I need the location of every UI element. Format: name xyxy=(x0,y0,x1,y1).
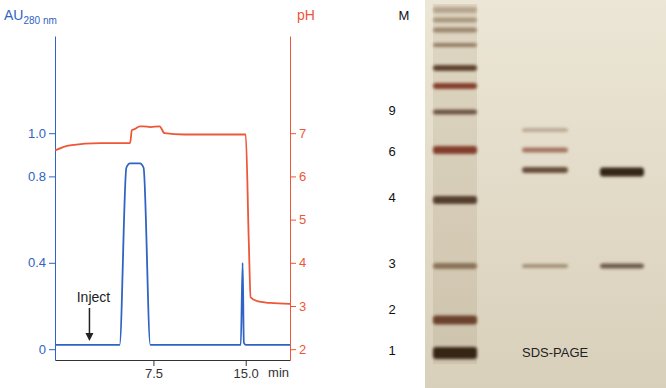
axis-line xyxy=(56,360,291,361)
gel-band xyxy=(433,18,477,23)
y-axis-title: AU280 nm xyxy=(4,7,57,26)
series-line xyxy=(55,126,290,304)
gel-band xyxy=(433,7,477,13)
tick-label: 1.0 xyxy=(28,126,46,141)
tick-mark xyxy=(290,176,296,177)
tick-mark xyxy=(153,360,154,366)
tick: 7 xyxy=(290,126,306,141)
marker-label: M xyxy=(399,8,410,23)
tick-mark xyxy=(290,220,296,221)
tick: 5 xyxy=(290,212,306,227)
annotation: Inject xyxy=(77,289,111,305)
tick: 15.0 xyxy=(234,360,259,381)
tick-mark xyxy=(49,176,55,177)
title-sub: 280 nm xyxy=(23,15,56,26)
tick-label: 0.4 xyxy=(28,255,46,270)
tick-mark xyxy=(290,133,296,134)
marker-size: 4 xyxy=(388,190,395,205)
axis-line xyxy=(290,37,291,361)
tick-mark xyxy=(246,360,247,366)
marker-size: 2 xyxy=(388,302,395,317)
gel xyxy=(425,0,666,388)
y2-axis-title: pH xyxy=(297,7,315,23)
x-axis: 7.5 15.0 xyxy=(56,360,291,381)
gel-band xyxy=(600,264,644,269)
lane-smear xyxy=(433,4,477,364)
title-part: AU xyxy=(4,7,23,23)
gel-band xyxy=(600,168,644,177)
tick-label: 2 xyxy=(299,342,306,357)
series-line xyxy=(55,163,290,344)
tick: 0 xyxy=(39,342,55,357)
tick: 4 xyxy=(290,255,306,270)
tick-label: 3 xyxy=(299,299,306,314)
gel-title: SDS-PAGE xyxy=(522,345,589,360)
gel-band xyxy=(433,83,477,89)
marker-size: 3 xyxy=(388,256,395,271)
tick: 0.8 xyxy=(28,169,55,184)
tick-mark xyxy=(49,263,55,264)
tick-label: 15.0 xyxy=(234,366,259,381)
gel-band xyxy=(433,43,477,47)
gel-band xyxy=(433,146,477,154)
tick-label: 7.5 xyxy=(145,366,163,381)
tick-mark xyxy=(290,306,296,307)
tick: 7.5 xyxy=(145,360,163,381)
tick: 1.0 xyxy=(28,126,55,141)
gel-labels: M 9 6 4 3 2 1 xyxy=(388,8,409,358)
gel-band xyxy=(433,263,477,269)
y-axis: 0 0.4 0.8 1.0 xyxy=(28,37,56,361)
marker-size: 1 xyxy=(388,343,395,358)
annotation-arrow xyxy=(89,308,91,334)
gel-band xyxy=(522,167,568,173)
tick-label: 4 xyxy=(299,255,306,270)
gel-band xyxy=(522,264,568,268)
tick-mark xyxy=(49,349,55,350)
marker-size: 9 xyxy=(388,103,395,118)
gel-background xyxy=(425,0,666,388)
gel-band xyxy=(522,128,568,132)
gel-band xyxy=(433,196,477,204)
gel-band xyxy=(433,28,477,33)
tick: 2 xyxy=(290,342,306,357)
tick-mark xyxy=(290,263,296,264)
tick-mark xyxy=(290,349,296,350)
plot-area xyxy=(55,126,290,345)
tick-label: 6 xyxy=(299,169,306,184)
tick-label: 5 xyxy=(299,212,306,227)
gel-band xyxy=(433,316,477,325)
figure: 7.5 15.0 0 0.4 0.8 1.0 2 3 4 5 6 7 AU280 nm pH min Inje… xyxy=(0,0,666,388)
gel-band xyxy=(433,65,477,71)
canvas: 7.5 15.0 0 0.4 0.8 1.0 2 3 4 5 6 7 AU280 nm pH min Inje… xyxy=(0,0,666,388)
gel-band xyxy=(433,110,477,115)
tick: 3 xyxy=(290,299,306,314)
tick-label: 7 xyxy=(299,126,306,141)
axis-line xyxy=(55,37,56,361)
tick-label: 0 xyxy=(39,342,46,357)
tick: 6 xyxy=(290,169,306,184)
x-axis-title: min xyxy=(268,365,289,380)
marker-size: 6 xyxy=(388,144,395,159)
arrow-head xyxy=(85,333,93,341)
gel-band xyxy=(433,347,477,359)
y2-axis: 2 3 4 5 6 7 xyxy=(290,37,306,361)
tick: 0.4 xyxy=(28,255,55,270)
gel-band xyxy=(522,148,568,153)
tick-label: 0.8 xyxy=(28,169,46,184)
tick-mark xyxy=(49,133,55,134)
